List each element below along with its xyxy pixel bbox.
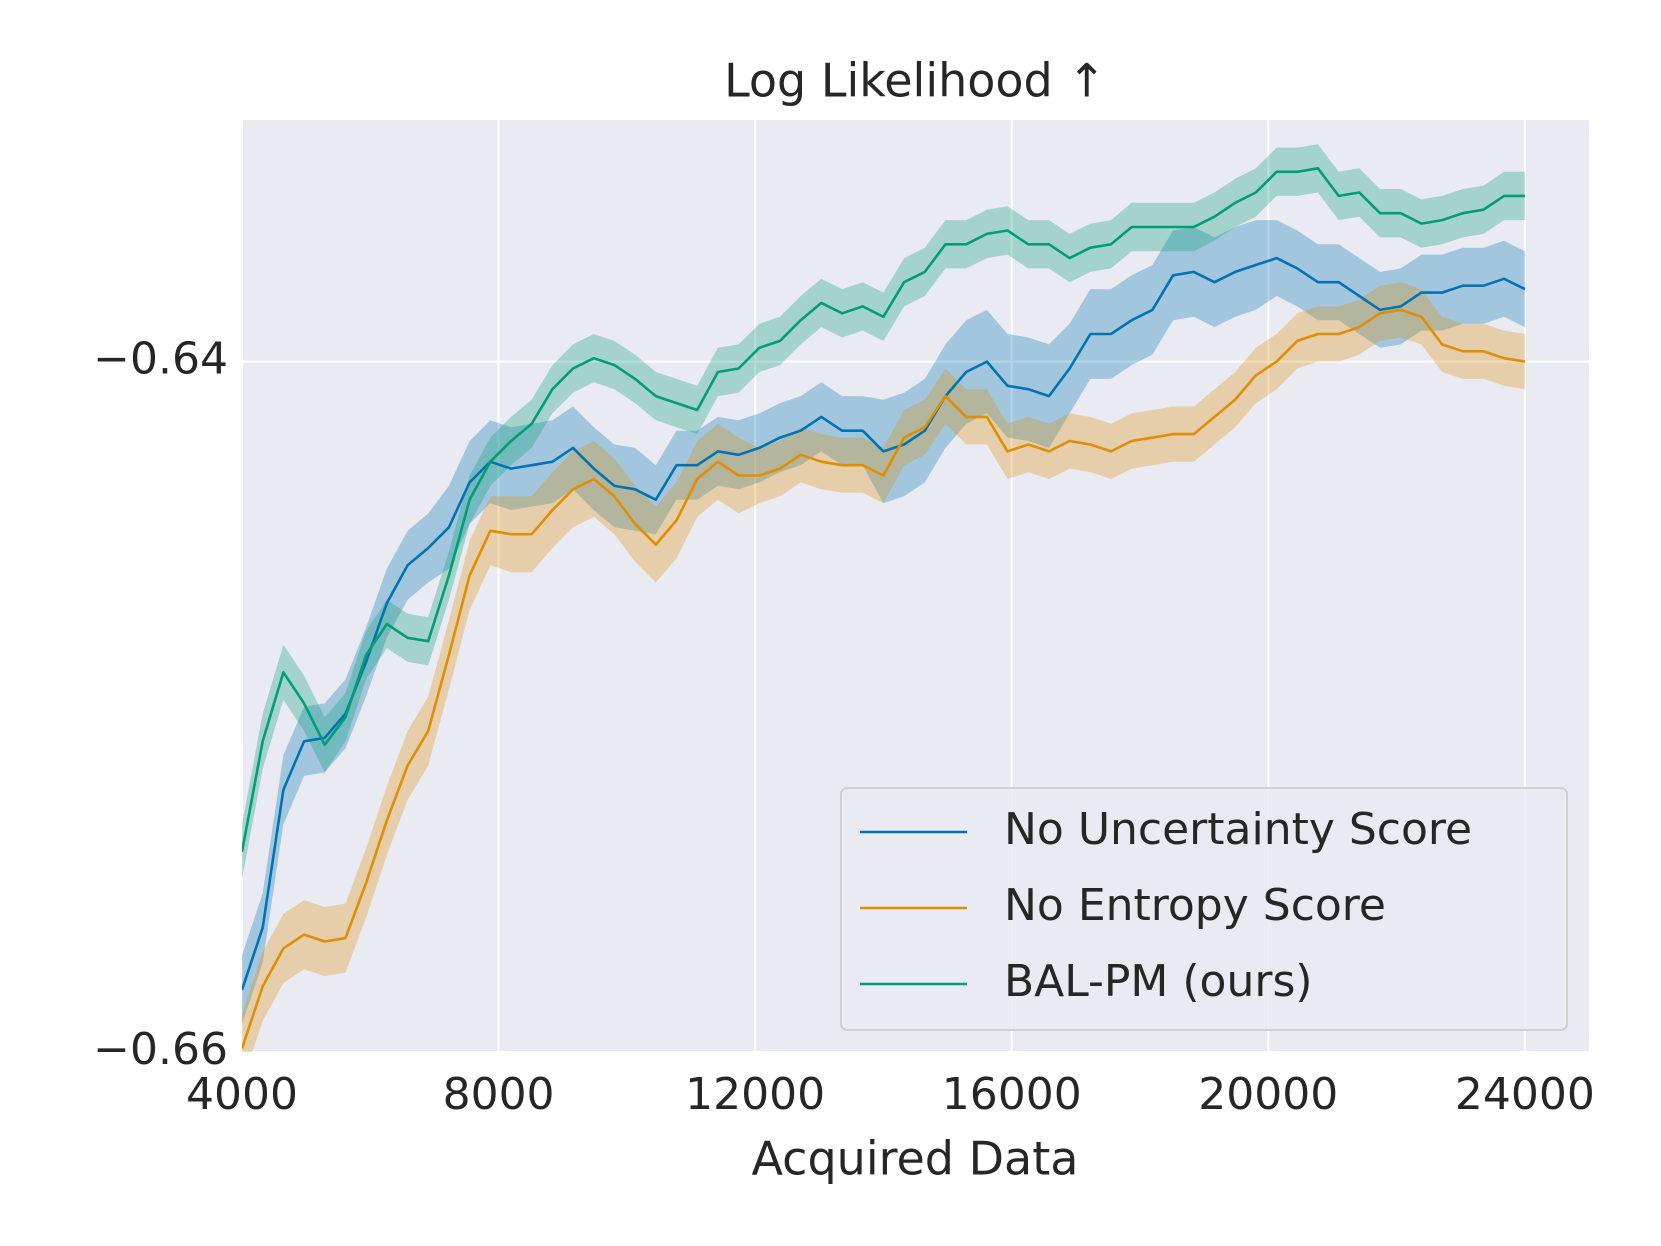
chart-title: Log Likelihood ↑ bbox=[724, 54, 1106, 108]
labels: 4000 8000 12000 16000 20000 24000 −0.64 −0.66 bbox=[93, 334, 1595, 1120]
x-axis-label: Acquired Data bbox=[752, 1132, 1079, 1186]
lines bbox=[242, 167, 1526, 1049]
grid bbox=[241, 120, 1589, 1053]
legend: No Uncertainty Score No Entropy Score BAL-… bbox=[840, 787, 1568, 1031]
bands bbox=[242, 144, 1525, 1052]
x-tick-label: 8000 bbox=[443, 1069, 555, 1120]
error-band bbox=[242, 282, 1525, 1052]
x-tick-label: 4000 bbox=[186, 1069, 298, 1120]
series-line bbox=[242, 256, 1526, 991]
x-tick-label: 12000 bbox=[685, 1069, 825, 1120]
x-tick-label: 20000 bbox=[1198, 1069, 1338, 1120]
x-tick-label: 16000 bbox=[942, 1069, 1082, 1120]
series-line bbox=[242, 167, 1525, 853]
legend-label: No Entropy Score bbox=[1004, 880, 1386, 931]
error-band bbox=[242, 220, 1525, 1025]
series-line bbox=[242, 308, 1526, 1049]
x-tick-label: 24000 bbox=[1455, 1069, 1595, 1120]
y-tick-label: −0.66 bbox=[93, 1024, 228, 1075]
legend-box bbox=[840, 787, 1568, 1031]
y-tick-label: −0.64 bbox=[93, 334, 228, 385]
legend-label: BAL-PM (ours) bbox=[1004, 956, 1313, 1007]
error-band bbox=[242, 144, 1525, 880]
legend-label: No Uncertainty Score bbox=[1004, 804, 1472, 855]
